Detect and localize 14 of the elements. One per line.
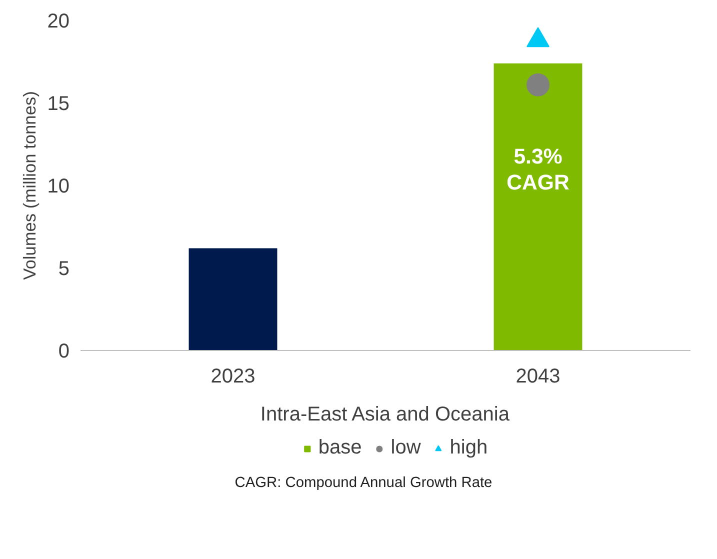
legend-label: high [450, 436, 488, 460]
x-tick-label: 2023 [210, 366, 256, 388]
annotation: 5.3% CAGR [506, 144, 570, 195]
y-axis-title: Volumes (million tonnes) [19, 91, 40, 280]
x-axis-title: Intra-East Asia and Oceania [260, 404, 510, 426]
x-tick-label: 2043 [516, 366, 560, 388]
y-tick-label: 15 [47, 93, 70, 115]
text: CAGR: Compound Annual Growth Rate [234, 474, 492, 493]
y-tick-label: 20 [47, 10, 70, 32]
y-tick-label: 10 [47, 176, 70, 198]
legend-label: base [318, 436, 362, 460]
y-tick-label: 5 [58, 258, 70, 280]
y-tick-label: 0 [58, 340, 70, 362]
legend-label: low [390, 436, 421, 460]
